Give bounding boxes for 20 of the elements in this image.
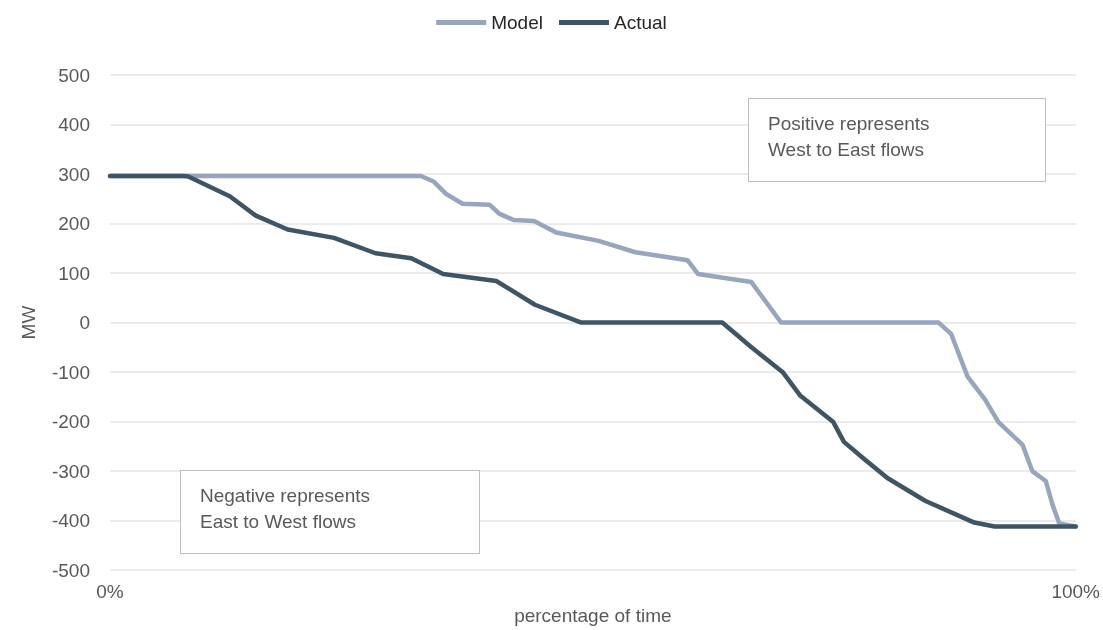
y-tick-label: 200	[58, 213, 90, 235]
x-axis-title: percentage of time	[514, 605, 672, 626]
y-axis-title: MW	[18, 305, 39, 340]
line-series	[107, 173, 1078, 529]
y-tick-label: 400	[58, 114, 90, 136]
y-tick-label: -500	[51, 559, 90, 581]
x-tick-label: 100%	[1051, 581, 1101, 603]
y-tick-label: 500	[58, 64, 90, 86]
x-tick-label: 0%	[96, 581, 124, 603]
y-tick-label: -200	[51, 411, 90, 433]
y-tick-label: 100	[58, 262, 90, 284]
legend-label: Actual	[613, 12, 667, 33]
note-box: Negative represents East to West flows	[180, 470, 480, 554]
y-tick-label: -100	[51, 361, 90, 383]
note-box: Positive represents West to East flows	[748, 98, 1046, 182]
y-tick-label: -400	[51, 510, 90, 532]
y-tick-label: 0	[79, 312, 90, 334]
legend-label: Model	[491, 12, 543, 33]
y-tick-label: 300	[58, 163, 90, 185]
y-tick-label: -300	[51, 460, 90, 482]
